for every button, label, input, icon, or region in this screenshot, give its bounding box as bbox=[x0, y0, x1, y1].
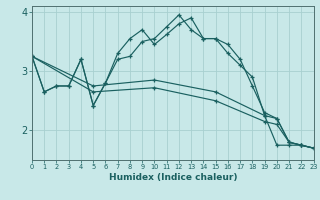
X-axis label: Humidex (Indice chaleur): Humidex (Indice chaleur) bbox=[108, 173, 237, 182]
